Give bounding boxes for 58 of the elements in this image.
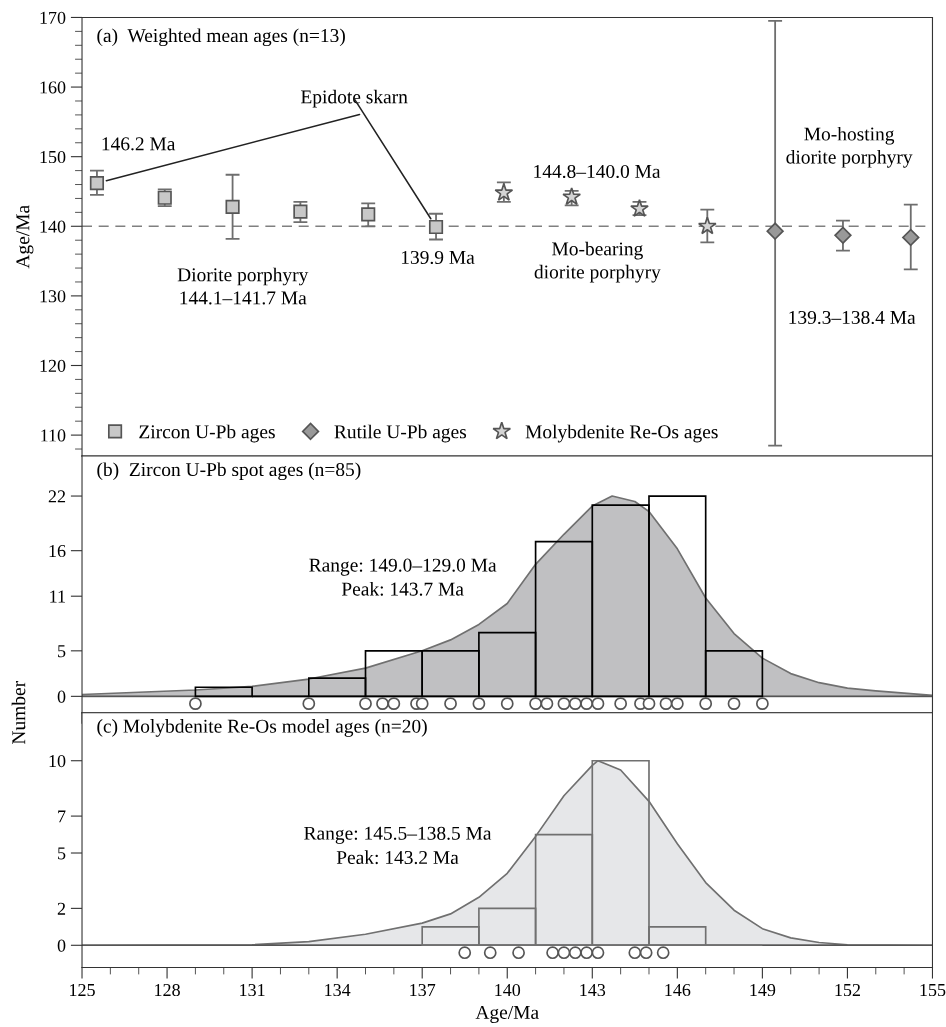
y-tick-label: 7 <box>58 810 66 823</box>
annotation: Peak: 143.7 Ma <box>341 581 464 596</box>
annotation: Mo-hosting diorite porphyry <box>786 126 913 168</box>
text: (a) Weighted mean ages (n=13) <box>97 28 345 47</box>
x-tick-label: 128 <box>155 983 180 997</box>
x-tick-label: 134 <box>325 983 351 997</box>
y-tick-label: 5 <box>58 645 66 658</box>
point <box>225 199 240 214</box>
point <box>697 216 717 235</box>
point <box>902 228 920 247</box>
annotation: Range: 149.0–129.0 Ma <box>309 558 497 576</box>
y-tick-label: 11 <box>50 590 65 603</box>
y-tick-label: 110 <box>41 429 66 442</box>
y-axis-title: Number <box>11 681 26 745</box>
chart-title: (c) Molybdenite Re-Os model ages (n=20) <box>97 719 427 737</box>
point <box>361 207 376 222</box>
point <box>89 176 105 191</box>
y-axis-title: Age/Ma <box>16 205 34 269</box>
x-tick-label: 125 <box>70 983 95 997</box>
annotation: Range: 145.5–138.5 Ma <box>304 826 492 844</box>
y-tick-label: 5 <box>58 847 66 860</box>
y-tick-label: 140 <box>40 220 66 233</box>
y-tick-label: 130 <box>40 290 66 303</box>
point <box>293 204 308 219</box>
annotation: 139.9 Ma <box>401 250 475 265</box>
annotation: 139.3–138.4 Ma <box>789 310 916 325</box>
point <box>766 222 784 240</box>
x-tick-label: 143 <box>580 983 606 997</box>
y-tick-label: 0 <box>57 939 66 952</box>
legend-label: Zircon U-Pb ages <box>139 424 275 443</box>
legend-label: Molybdenite Re-Os ages <box>525 424 718 443</box>
x-axis-title: Age/Ma <box>475 1005 539 1023</box>
chart-title: (b) Zircon U-Pb spot ages (n=85) <box>97 462 361 481</box>
y-tick-label: 150 <box>40 150 66 164</box>
point <box>834 226 852 245</box>
y-tick-label: 22 <box>48 490 66 503</box>
annotation: Mo-bearing diorite porphyry <box>534 241 661 283</box>
point <box>428 219 444 235</box>
y-tick-label: 2 <box>57 902 66 915</box>
x-tick-label: 146 <box>665 983 691 997</box>
annotation: Diorite porphyry 144.1–141.7 Ma <box>177 267 309 305</box>
x-tick-label: 155 <box>920 984 946 997</box>
annotation: Peak: 143.2 Ma <box>336 850 459 865</box>
x-tick-label: 131 <box>240 983 265 997</box>
annotation: 146.2 Ma <box>102 137 176 151</box>
y-tick-label: 170 <box>40 11 66 24</box>
y-tick-label: 10 <box>49 754 66 768</box>
x-tick-label: 137 <box>410 983 436 997</box>
y-tick-label: 16 <box>49 544 66 558</box>
x-tick-label: 149 <box>750 983 776 997</box>
annotation: Epidote skarn <box>300 89 408 108</box>
y-tick-label: 160 <box>40 81 66 94</box>
y-tick-label: 120 <box>40 359 66 372</box>
x-tick-label: 140 <box>495 983 521 997</box>
x-tick-label: 152 <box>835 983 860 997</box>
y-tick-label: 0 <box>57 690 66 703</box>
legend-label: Rutile U-Pb ages <box>334 424 467 443</box>
annotation: 144.8–140.0 Ma <box>534 164 661 179</box>
